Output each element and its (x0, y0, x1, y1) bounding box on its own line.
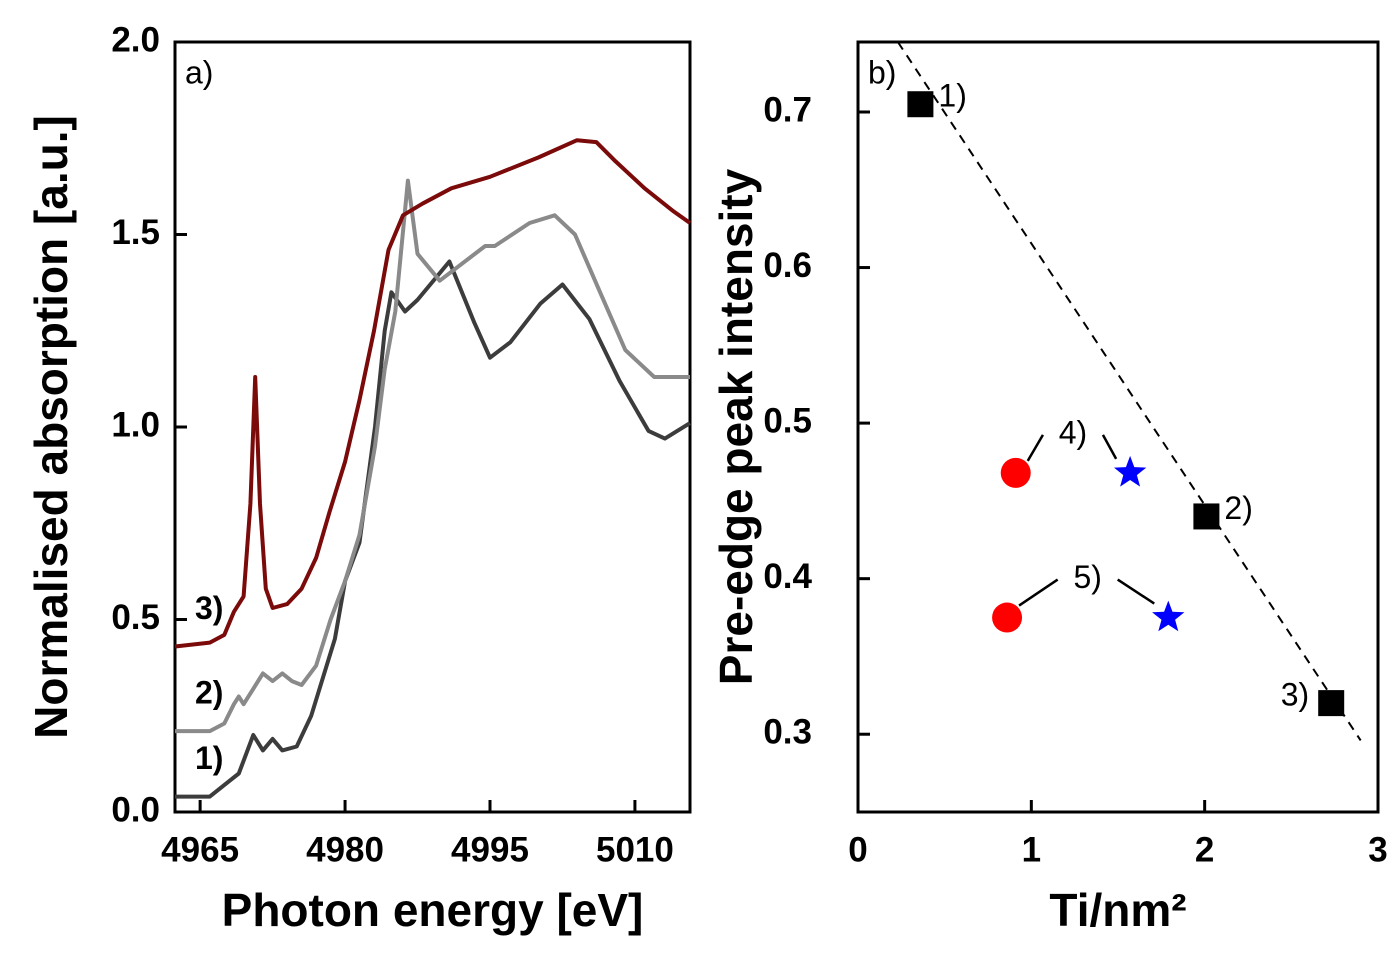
square-marker (907, 91, 934, 118)
x-tick-label: 4980 (306, 830, 384, 869)
panel: 0 1 2 3 0.3 0.4 0.5 0.6 0.7 Ti/nm² Pre-edge peak i… (710, 40, 1388, 936)
x-tick-label: 0 (848, 830, 867, 869)
connector (1018, 578, 1059, 607)
x-tick-label: 5010 (596, 830, 674, 869)
point-label: 2) (1224, 490, 1252, 526)
star-marker (1152, 600, 1185, 632)
fit-line (897, 41, 1362, 741)
series-label: 2) (195, 675, 223, 711)
series-line (175, 178, 690, 734)
square-marker (1193, 503, 1220, 530)
y-tick-label: 1.0 (111, 405, 160, 444)
plot-frame (856, 40, 1380, 814)
y-tick-label: 0.3 (763, 712, 812, 751)
point-label: 3) (1281, 677, 1309, 713)
x-axis-title: Photon energy [eV] (222, 884, 644, 936)
pair-label: 4) (1059, 414, 1087, 450)
series-line (175, 259, 692, 799)
y-tick-label: 0.5 (763, 401, 812, 440)
connector (1116, 578, 1155, 605)
star-marker (1114, 455, 1147, 487)
panel: 4965 4980 4995 5010 0.0 0.5 1.0 1.5 2.0 Photon en… (25, 20, 692, 936)
square-marker (1318, 690, 1345, 717)
x-tick-label: 4995 (451, 830, 529, 869)
y-tick-label: 2.0 (111, 20, 160, 59)
circle-marker (992, 602, 1023, 633)
connector (1026, 434, 1045, 462)
x-tick-label: 3 (1368, 830, 1387, 869)
y-tick-label: 1.5 (111, 213, 160, 252)
x-tick-label: 4965 (161, 830, 239, 869)
y-tick-label: 0.4 (763, 557, 812, 596)
x-axis-title: Ti/nm² (1049, 884, 1186, 936)
pair-label: 5) (1073, 559, 1101, 595)
panel-label: a) (185, 54, 213, 90)
y-axis-title: Normalised absorption [a.u.] (25, 115, 77, 739)
circle-marker (1000, 457, 1031, 488)
point-label: 1) (938, 78, 966, 114)
series-label: 1) (195, 740, 223, 776)
y-tick-label: 0.6 (763, 246, 812, 285)
panel-label: b) (868, 54, 896, 90)
x-tick-label: 1 (1022, 830, 1041, 869)
y-axis-title: Pre-edge peak intensity (710, 168, 762, 685)
y-tick-label: 0.5 (111, 598, 160, 637)
x-tick-label: 2 (1195, 830, 1214, 869)
connector (1101, 434, 1118, 460)
y-tick-label: 0.7 (763, 90, 812, 129)
y-tick-label: 0.0 (111, 790, 160, 829)
series-label: 3) (195, 590, 223, 626)
series-line (174, 138, 692, 649)
